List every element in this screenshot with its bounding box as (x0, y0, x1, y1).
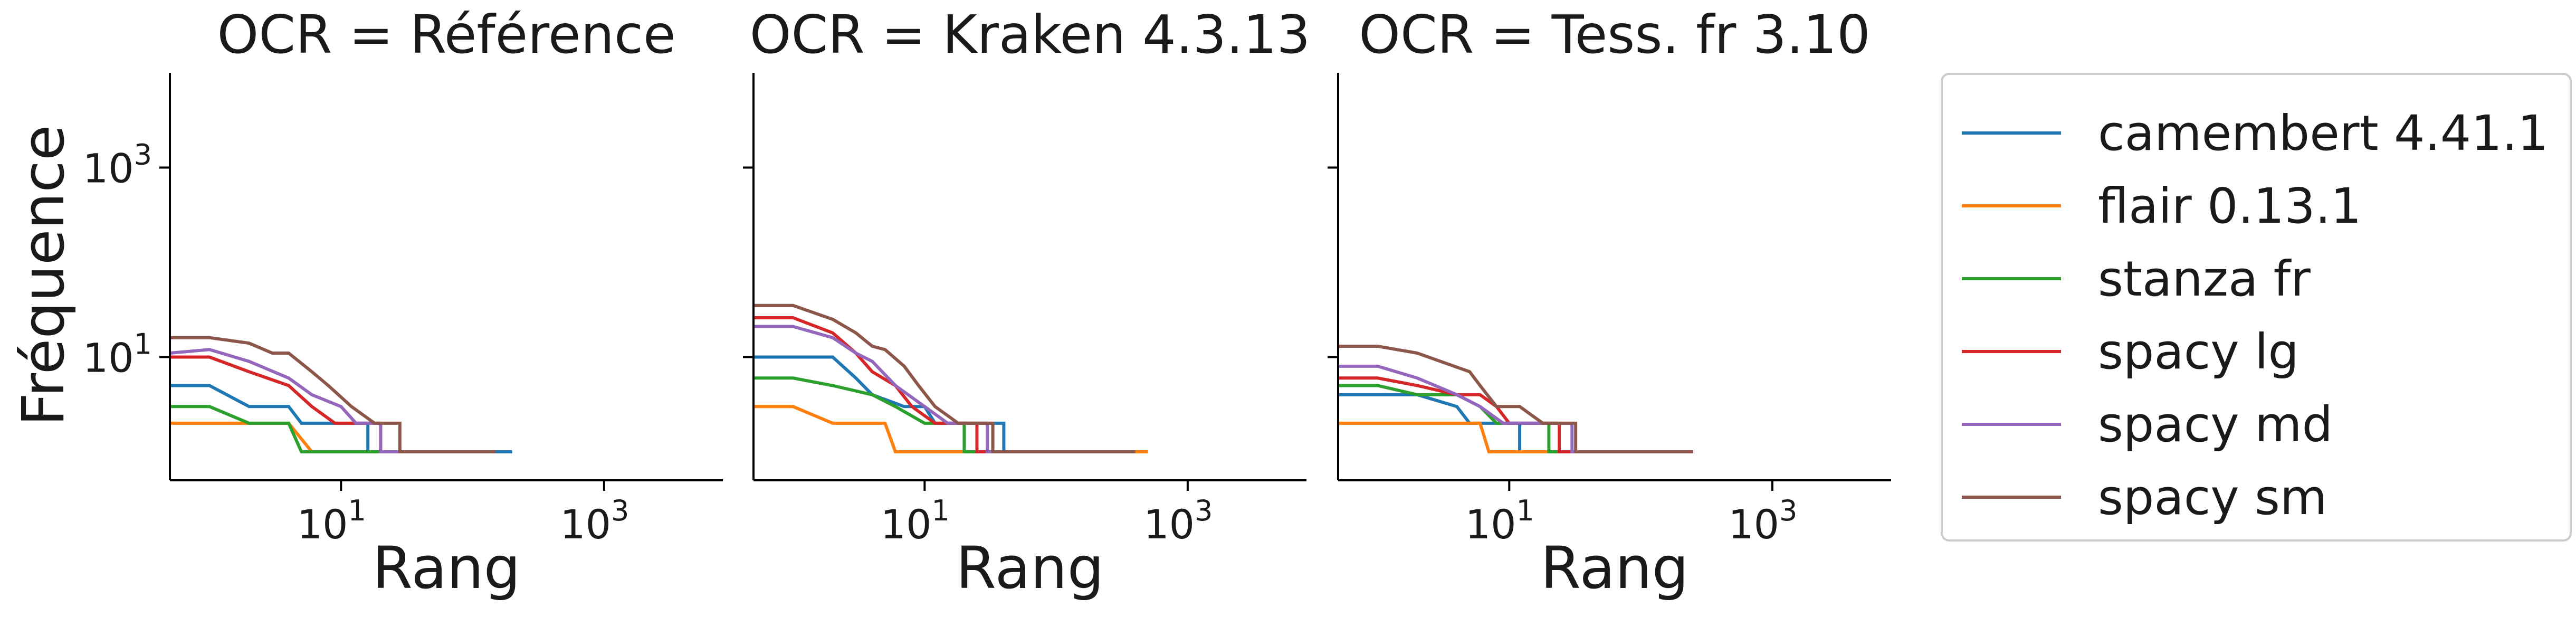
series-line-4 (1338, 376, 1675, 453)
series-line-2 (753, 405, 1148, 453)
series-line-5 (753, 325, 1109, 453)
legend-entry: flair 0.13.1 (2098, 178, 2362, 234)
x-tick-label: 101 (1465, 494, 1534, 548)
series-line-5 (1338, 364, 1693, 453)
panel-title: OCR = Tess. fr 3.10 (1359, 4, 1871, 65)
panel-title: OCR = Référence (217, 4, 676, 65)
legend-entry: camembert 4.41.1 (2098, 105, 2549, 162)
panel-1: OCR = Référence 101 103 101 103 Rang (83, 4, 723, 602)
y-tick-label: 103 (83, 138, 152, 192)
series-line-5 (169, 348, 467, 453)
series-line-1 (170, 384, 512, 453)
y-tick-label: 101 (83, 327, 152, 381)
panel-title: OCR = Kraken 4.3.13 (750, 4, 1310, 65)
series-line-1 (753, 355, 1119, 453)
x-tick-label: 101 (881, 494, 950, 548)
series-line-1 (1338, 393, 1652, 453)
x-axis-label: Rang (956, 534, 1104, 602)
legend: camembert 4.41.1 flair 0.13.1 stanza fr spa… (1941, 73, 2572, 542)
series-line-4 (753, 316, 1109, 453)
series-line-6 (753, 303, 1136, 453)
x-tick-label: 103 (1143, 494, 1213, 548)
series-line-3 (753, 376, 1096, 453)
x-tick-label: 101 (297, 494, 366, 548)
series-line-6 (1338, 345, 1693, 453)
series-line-4 (170, 355, 460, 453)
x-tick-label: 103 (1728, 494, 1797, 548)
legend-box (1941, 73, 2572, 542)
y-axis-label: Fréquence (9, 125, 77, 426)
series-line-3 (170, 405, 444, 453)
series-line-6 (170, 336, 496, 453)
legend-entry: spacy md (2098, 396, 2333, 453)
legend-entry: spacy sm (2098, 469, 2327, 526)
legend-entry: spacy lg (2098, 324, 2299, 380)
x-tick-label: 103 (560, 494, 629, 548)
x-axis-label: Rang (373, 534, 521, 602)
series-line-2 (170, 421, 473, 453)
series-line-2 (1338, 421, 1693, 453)
x-axis-label: Rang (1541, 534, 1689, 602)
panel-3: OCR = Tess. fr 3.10 101 103 Rang (1328, 4, 1891, 602)
legend-entry: stanza fr (2098, 251, 2311, 307)
panel-2: OCR = Kraken 4.3.13 101 103 Rang (743, 4, 1310, 602)
